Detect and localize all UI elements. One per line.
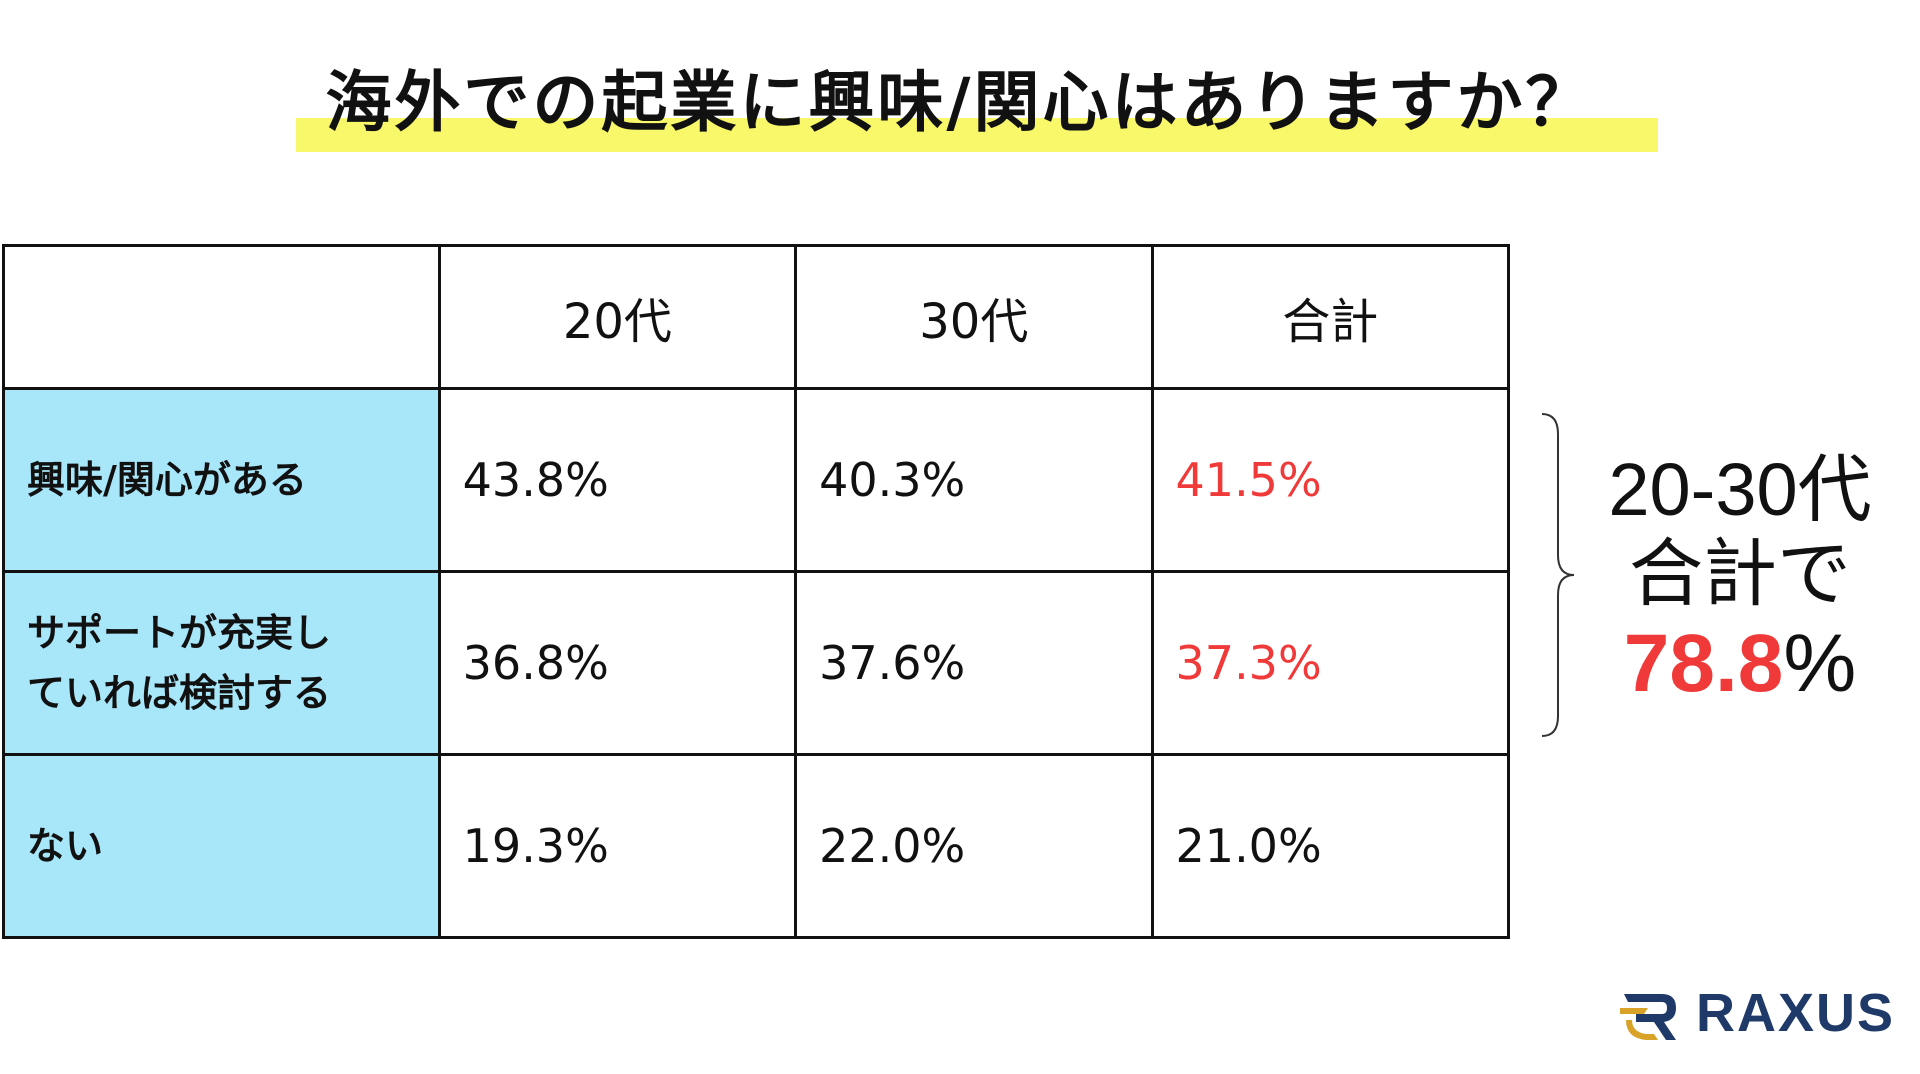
header-cell-total: 合計 [1150,244,1511,390]
value-cell: 36.8% [437,570,798,756]
survey-table: 20代 30代 合計 興味/関心がある 43.8% 40.3% 41.5% サポ… [2,244,1511,939]
summary-line-2: 合計で [1629,532,1851,615]
header-cell-30s: 30代 [794,244,1154,390]
total-value-cell: 21.0% [1150,753,1511,939]
value-cell: 22.0% [794,753,1154,939]
title-area: 海外での起業に興味/関心はありますか？ [0,58,1920,168]
table-header-row: 20代 30代 合計 [2,244,1511,390]
value-cell: 37.6% [794,570,1154,756]
logo-wordmark: RAXUS [1696,983,1896,1043]
summary-line-1: 20-30代 [1608,448,1872,531]
page-title: 海外での起業に興味/関心はありますか？ [325,64,1595,141]
row-label-interested: 興味/関心がある [2,387,441,573]
summary-value: 78.8 [1623,618,1784,709]
table-row: サポートが充実し ていれば検討する 36.8% 37.6% 37.3% [2,570,1511,756]
header-corner-cell [2,244,441,390]
total-value-cell: 37.3% [1150,570,1511,756]
row-label-consider: サポートが充実し ていれば検討する [2,570,441,756]
total-value-cell: 41.5% [1150,387,1511,573]
table-row: ない 19.3% 22.0% 21.0% [2,753,1511,939]
value-cell: 19.3% [437,753,798,939]
row-label-line: ない [27,824,104,868]
header-cell-20s: 20代 [437,244,798,390]
title-highlight-bar [296,118,1658,152]
row-label-line: ていれば検討する [27,671,332,715]
row-label-line: 興味/関心がある [27,458,307,502]
table-row: 興味/関心がある 43.8% 40.3% 41.5% [2,387,1511,573]
row-label-none: ない [2,753,441,939]
raxus-logo: RAXUS [1618,980,1908,1046]
row-label-line: サポートが充実し [27,611,332,655]
value-cell: 40.3% [794,387,1154,573]
raxus-logo-mark-icon [1620,994,1676,1040]
summary-total: 78.8% [1580,616,1900,712]
summary-unit: % [1783,618,1857,709]
curly-brace-icon [1541,413,1575,737]
value-cell: 43.8% [437,387,798,573]
summary-callout: 20-30代 合計で 78.8% [1580,448,1900,712]
